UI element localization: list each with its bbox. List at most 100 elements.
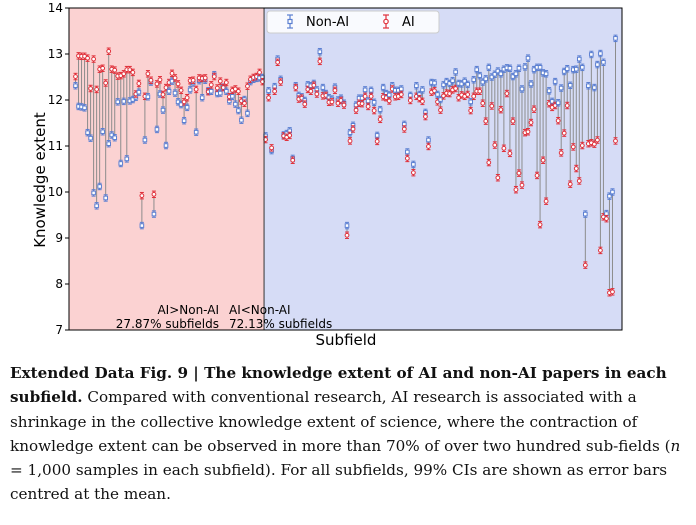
ai-point <box>519 182 525 188</box>
ai-point <box>160 92 166 97</box>
non-ai-point <box>528 81 534 87</box>
non-ai-point <box>160 107 166 113</box>
ai-point <box>329 99 335 105</box>
non-ai-point <box>136 89 142 95</box>
caption-title: Extended Data Fig. 9 | The knowledge ext… <box>10 364 667 407</box>
ai-point <box>85 55 90 61</box>
ai-point <box>558 150 564 156</box>
non-ai-point <box>598 51 603 56</box>
ai-point <box>217 78 223 84</box>
ai-point <box>362 93 368 99</box>
ai-point <box>208 82 214 88</box>
y-tick-label: 11 <box>48 139 63 153</box>
ai-point <box>332 87 338 93</box>
ai-point <box>88 86 93 91</box>
ai-point <box>232 86 238 92</box>
ai-point <box>359 101 365 107</box>
ai-point <box>570 144 576 150</box>
ai-point <box>278 79 284 85</box>
ai-point <box>598 248 603 253</box>
non-ai-point <box>94 203 99 209</box>
non-ai-point <box>145 94 151 100</box>
ai-point <box>344 232 350 238</box>
region-right-percent: 72.13% subfields <box>229 317 332 331</box>
ai-point <box>540 157 546 163</box>
x-axis-label: Subfield <box>316 331 377 349</box>
ai-point <box>365 104 371 109</box>
ai-point <box>377 116 383 122</box>
ai-point <box>477 88 483 94</box>
non-ai-point <box>88 135 93 141</box>
non-ai-point <box>486 65 492 70</box>
ai-point <box>190 77 196 83</box>
ai-point <box>573 166 579 171</box>
non-ai-point <box>187 87 193 93</box>
non-ai-point <box>154 127 160 132</box>
non-ai-point <box>507 65 513 71</box>
ai-point <box>293 85 299 90</box>
non-ai-point <box>580 65 585 70</box>
non-ai-point <box>543 71 549 77</box>
ai-point <box>211 74 217 79</box>
ai-point <box>495 175 501 181</box>
ai-point <box>420 98 425 104</box>
non-ai-point <box>100 129 105 135</box>
non-ai-point <box>97 184 102 189</box>
non-ai-point <box>435 92 440 97</box>
non-ai-point <box>230 94 235 99</box>
non-ai-point <box>233 101 238 107</box>
ai-point <box>287 133 293 138</box>
non-ai-point <box>601 59 606 65</box>
non-ai-point <box>85 130 90 135</box>
ai-point <box>423 114 428 119</box>
ai-point <box>214 85 220 91</box>
ai-point <box>371 108 377 113</box>
ai-point <box>528 120 534 125</box>
non-ai-point <box>604 211 609 216</box>
ai-point <box>302 101 308 107</box>
caption-body-1: Compared with conventional research, AI … <box>10 388 671 455</box>
non-ai-point <box>522 64 528 70</box>
ai-point <box>311 82 317 88</box>
ai-point <box>404 156 410 161</box>
ai-point <box>386 98 392 104</box>
ai-point <box>468 108 474 113</box>
y-tick-label: 10 <box>48 185 63 199</box>
non-ai-point <box>552 79 558 84</box>
non-ai-point <box>525 55 531 61</box>
region-left-percent: 27.87% subfields <box>116 317 219 331</box>
non-ai-point <box>613 36 618 41</box>
non-ai-point <box>576 56 582 62</box>
non-ai-point <box>411 162 416 167</box>
ai-point <box>510 118 516 124</box>
non-ai-point <box>224 88 229 94</box>
non-ai-point <box>112 135 118 141</box>
non-ai-point <box>151 211 157 217</box>
ai-point <box>483 118 489 124</box>
legend-ai-marker <box>383 14 389 29</box>
non-ai-point <box>519 86 525 92</box>
non-ai-point <box>471 77 477 83</box>
ai-point <box>272 88 278 94</box>
non-ai-point <box>468 99 473 105</box>
non-ai-point <box>408 93 413 98</box>
ai-point <box>275 59 281 65</box>
non-ai-point <box>558 85 564 91</box>
non-ai-point <box>586 83 591 89</box>
non-ai-point <box>320 85 326 90</box>
region-left-label: AI>Non-AI <box>157 303 219 317</box>
non-ai-point <box>239 117 244 123</box>
non-ai-point <box>91 190 96 196</box>
ai-point <box>480 100 486 106</box>
non-ai-point <box>139 223 145 228</box>
non-ai-point <box>371 100 377 105</box>
non-ai-point <box>583 211 588 217</box>
ai-point <box>564 103 570 108</box>
ai-point <box>438 107 443 113</box>
ai-point <box>242 100 247 106</box>
non-ai-point <box>208 88 214 94</box>
non-ai-point <box>245 111 250 116</box>
non-ai-point <box>589 52 594 57</box>
ai-point <box>350 126 356 132</box>
